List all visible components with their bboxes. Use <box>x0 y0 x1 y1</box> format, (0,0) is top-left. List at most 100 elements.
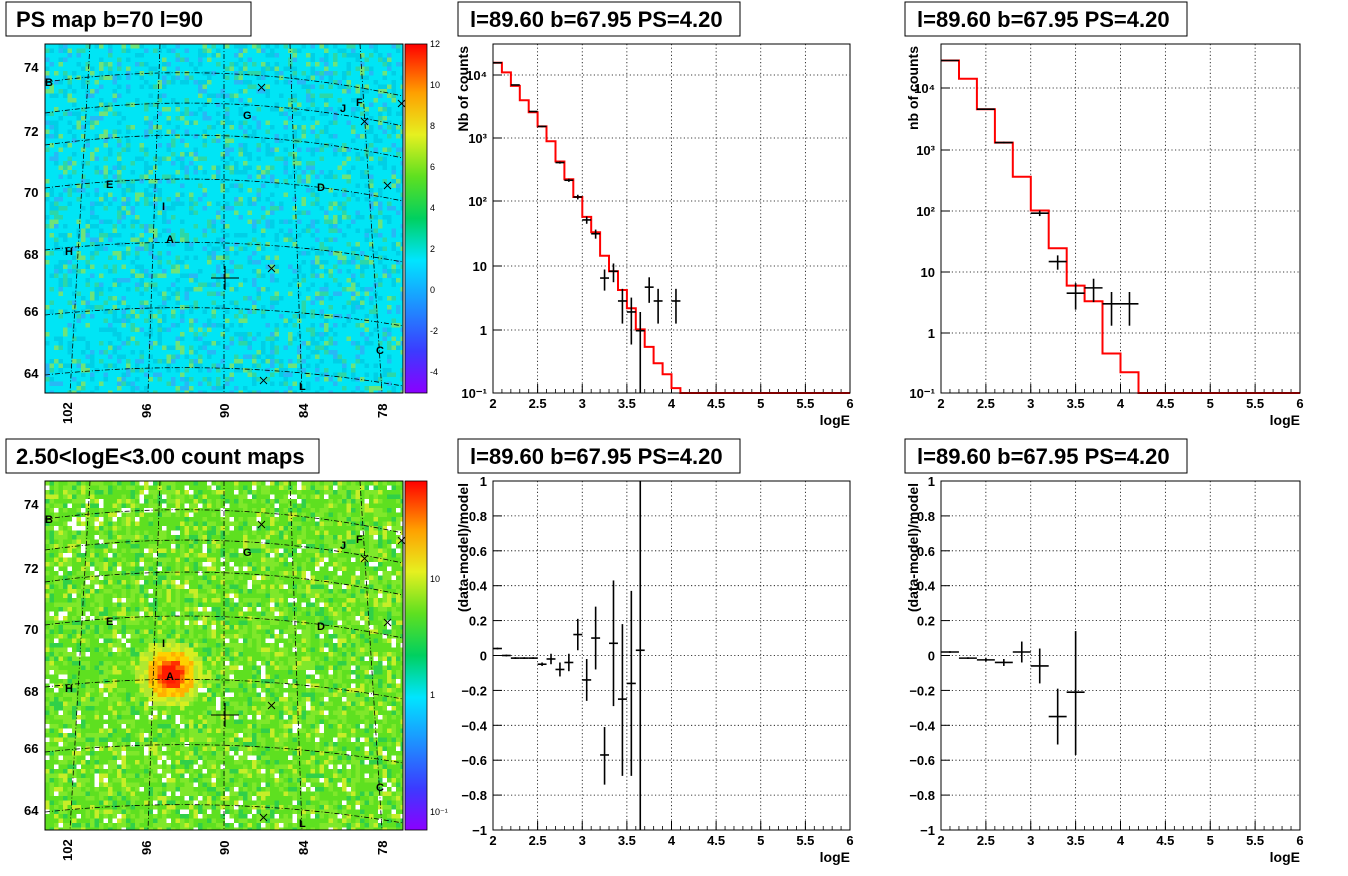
ps-map-coordinate-grid <box>45 44 403 393</box>
data-point <box>519 657 529 659</box>
data-point <box>600 269 610 291</box>
x-tick-label: 84 <box>296 840 311 855</box>
data-point <box>1084 278 1103 303</box>
data-point <box>573 194 583 200</box>
data-point <box>1012 641 1031 663</box>
y-tick-label: 10² <box>468 194 487 209</box>
x-tick-label: 4.5 <box>707 396 725 411</box>
marker-H: H <box>65 246 73 258</box>
counts-plot-left: 2 2.5 3 3.5 4 4.5 5 5.5 6 10⁴ 10³ 10² 10 1 10⁻¹ logE Nb … <box>455 1 854 428</box>
y-tick-label: 0.2 <box>469 614 487 629</box>
marker-B: B <box>45 514 53 526</box>
x-tick-label: 96 <box>139 841 154 855</box>
x-tick-label: 84 <box>296 403 311 418</box>
y-tick-label: −0.2 <box>909 683 935 698</box>
x-tick-label: 3 <box>1027 833 1034 848</box>
y-tick-label: 72 <box>24 561 38 576</box>
y-tick-label: 66 <box>24 741 38 756</box>
plot-title: l=89.60 b=67.95 PS=4.20 <box>470 7 723 32</box>
x-axis: 2 2.5 3 3.5 4 4.5 5 5.5 6 <box>489 44 854 411</box>
data-point <box>501 654 511 657</box>
data-point <box>582 216 592 224</box>
y-axis-title: (data-model)/model <box>455 483 471 612</box>
data-point <box>994 141 1013 144</box>
x-tick-label: 78 <box>375 841 390 855</box>
plot-title: l=89.60 b=67.95 PS=4.20 <box>917 444 1170 469</box>
ps-map-title-box: PS map b=70 l=90 <box>5 1 252 37</box>
x-tick-label: 5 <box>757 396 764 411</box>
marker-J: J <box>340 540 346 552</box>
x-tick-label: 4 <box>668 396 676 411</box>
x-tick-label: 5.5 <box>1246 396 1264 411</box>
y-tick-label: 64 <box>24 366 39 381</box>
plot-title-box: l=89.60 b=67.95 PS=4.20 <box>904 438 1188 474</box>
data-point <box>976 658 995 662</box>
marker-B: B <box>45 77 53 89</box>
y-tick-label: −0.6 <box>909 753 935 768</box>
x-tick-label: 4 <box>1117 396 1125 411</box>
x-tick-label: 102 <box>60 839 75 861</box>
marker-G: G <box>243 110 252 122</box>
data-point <box>564 653 574 672</box>
data-point <box>582 658 592 701</box>
data-point <box>1048 688 1067 745</box>
marker-C: C <box>376 345 384 357</box>
x-tick-label: 2.5 <box>977 396 995 411</box>
y-axis-title: nb of counts <box>905 46 921 130</box>
plot-frame <box>940 43 1301 394</box>
x-tick-label: 4.5 <box>1156 833 1174 848</box>
marker-A: A <box>166 671 174 683</box>
count-map-y-ticks: 74 72 70 68 66 64 <box>24 497 39 818</box>
y-tick-label: 72 <box>24 124 38 139</box>
data-point <box>617 288 627 324</box>
y-tick-label: −0.4 <box>461 718 487 733</box>
x-tick-label: 5.5 <box>1246 833 1264 848</box>
data-point <box>671 288 681 324</box>
palette-label: 8 <box>430 121 435 131</box>
marker-J: J <box>340 103 346 115</box>
y-tick-label: 10² <box>916 204 935 219</box>
data-point <box>1048 255 1067 270</box>
x-axis-title: logE <box>820 412 850 428</box>
y-tick-label: −1 <box>920 823 935 838</box>
x-tick-label: 2.5 <box>529 833 547 848</box>
data-point <box>617 624 627 776</box>
ps-map-frame <box>44 43 404 394</box>
data-point <box>528 657 538 659</box>
ps-map-palette: 12 10 8 6 4 2 0 -2 -4 <box>404 39 440 394</box>
plot-title-box: l=89.60 b=67.95 PS=4.20 <box>457 1 741 37</box>
source-cross-markers <box>211 520 406 822</box>
data-point <box>591 606 601 670</box>
x-tick-label: 90 <box>217 404 232 418</box>
y-axis: 10⁴ 10³ 10² 10 1 10⁻¹ <box>909 81 1300 401</box>
y-tick-label: −0.2 <box>461 683 487 698</box>
x-tick-label: 5 <box>757 833 764 848</box>
x-tick-label: 5.5 <box>796 396 814 411</box>
data-point <box>591 229 601 239</box>
marker-D: D <box>317 182 325 194</box>
marker-A: A <box>166 234 174 246</box>
x-tick-label: 6 <box>846 396 853 411</box>
x-tick-label: 3 <box>579 833 586 848</box>
count-map-coordinate-grid <box>45 481 403 830</box>
y-tick-label: 0.8 <box>469 509 487 524</box>
data-point <box>1120 292 1139 326</box>
x-tick-label: 3 <box>1027 396 1034 411</box>
y-axis-title: Nb of counts <box>455 46 471 132</box>
palette-bar <box>404 480 428 831</box>
x-tick-label: 2.5 <box>529 396 547 411</box>
plot-title-box: l=89.60 b=67.95 PS=4.20 <box>904 1 1188 37</box>
x-axis-title: logE <box>820 849 850 865</box>
x-tick-label: 3 <box>579 396 586 411</box>
y-tick-label: 10³ <box>916 143 935 158</box>
data-point <box>600 727 610 785</box>
x-tick-label: 3.5 <box>1067 396 1085 411</box>
y-tick-label: 10⁴ <box>466 68 487 83</box>
plot-title: l=89.60 b=67.95 PS=4.20 <box>917 7 1170 32</box>
x-tick-label: 90 <box>217 841 232 855</box>
x-tick-label: 3.5 <box>1067 833 1085 848</box>
data-point <box>510 84 520 86</box>
palette-label: 10 <box>430 80 440 90</box>
y-tick-label: 1 <box>928 474 935 489</box>
palette-label: 6 <box>430 162 435 172</box>
